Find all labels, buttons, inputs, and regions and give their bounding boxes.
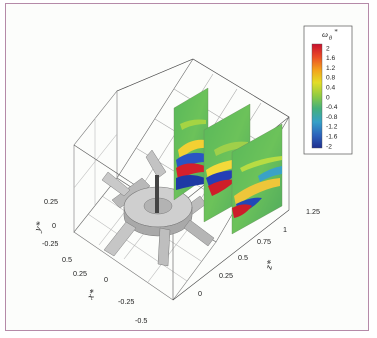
colorbar-labels: 2 1.6 1.2 0.8 0.4 0 -0.4 -0.8 -1.2 -1.6 -2 [326, 45, 338, 150]
x-axis-label: x* [85, 288, 100, 303]
z-tick: 1 [283, 225, 287, 234]
x-axis: 0.5 0.25 0 -0.25 -0.5 x* [62, 255, 147, 325]
colorbar-level: -0.8 [326, 114, 338, 121]
y-tick: 0 [52, 221, 56, 230]
colorbar-legend: ω θ * 2 1.6 1.2 0.8 0.4 0 -0.4 -0.8 -1.2 -1.6 -2 [303, 25, 353, 155]
colorbar-level: 2 [326, 45, 330, 52]
y-tick: -0.25 [42, 239, 58, 248]
colorbar-level: 0.4 [326, 85, 335, 92]
x-tick: -0.25 [118, 297, 134, 306]
z-axis-label: z* [263, 259, 277, 272]
colorbar-scale [311, 43, 323, 149]
x-tick: 0.25 [73, 269, 87, 278]
side-plane [73, 90, 118, 233]
colorbar-level: 0 [326, 94, 330, 101]
z-axis: 0 0.25 0.5 0.75 1 1.25 z* [198, 207, 320, 298]
colorbar-level: -1.2 [326, 124, 338, 131]
y-tick: 0.25 [44, 197, 58, 206]
z-tick: 0 [198, 289, 202, 298]
y-axis: 0.25 0 -0.25 y* [32, 197, 58, 248]
z-tick: 0.5 [238, 253, 248, 262]
colorbar-level: -0.4 [326, 104, 338, 111]
colorbar-level: 1.6 [326, 55, 335, 62]
colorbar-title-sub: θ [329, 36, 332, 42]
colorbar-level: 1.2 [326, 65, 335, 72]
y-axis-label: y* [32, 220, 46, 234]
z-tick: 0.75 [257, 237, 271, 246]
x-tick: 0 [104, 275, 108, 284]
slice-plane-2 [203, 103, 251, 223]
colorbar-title: ω [322, 29, 328, 39]
x-tick: -0.5 [135, 316, 147, 325]
colorbar-level: 0.8 [326, 75, 335, 82]
slice-plane-1 [173, 87, 209, 201]
colorbar-level: -2 [326, 143, 332, 150]
z-tick: 0.25 [219, 271, 233, 280]
colorbar-level: -1.6 [326, 134, 338, 141]
slice-plane-3 [231, 123, 283, 235]
x-tick: 0.5 [62, 255, 72, 264]
z-tick: 1.25 [306, 207, 320, 216]
colorbar-title-sup: * [334, 28, 338, 36]
stirrer-geometry [101, 149, 215, 267]
